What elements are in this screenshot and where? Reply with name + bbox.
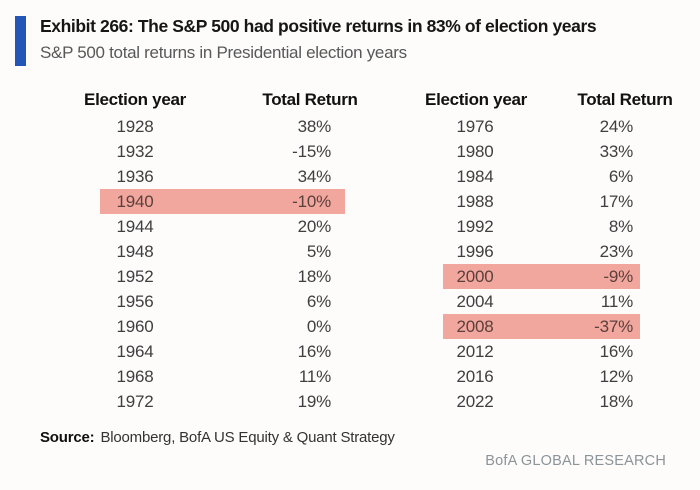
accent-bar: [15, 16, 26, 66]
table-row: 1952 18%: [100, 264, 345, 289]
election-year-cell: 2016: [456, 367, 494, 386]
table-row: 2016 12%: [443, 364, 640, 389]
right-total-return-header: Total Return: [577, 90, 673, 109]
left-table-rows: 1928 38% 1932 -15% 1936 34% 1940 -10% 1944 20% 194…: [100, 114, 345, 414]
table-row: 2012 16%: [443, 339, 640, 364]
table-row: 1988 17%: [443, 189, 640, 214]
total-return-cell: 8%: [608, 217, 633, 236]
table-row: 1980 33%: [443, 139, 640, 164]
source-text: Bloomberg, BofA US Equity & Quant Strate…: [100, 429, 395, 446]
table-row: 1932 -15%: [100, 139, 345, 164]
total-return-cell: -10%: [292, 192, 331, 211]
table-row: 1968 11%: [100, 364, 345, 389]
table-row: 1960 0%: [100, 314, 345, 339]
election-year-cell: 1964: [116, 342, 154, 361]
election-year-cell: 1928: [116, 117, 154, 136]
table-row: 1992 8%: [443, 214, 640, 239]
total-return-cell: 33%: [599, 142, 634, 161]
table-row: 1928 38%: [100, 114, 345, 139]
election-year-cell: 1988: [456, 192, 494, 211]
source-line: Source: Bloomberg, BofA US Equity & Quant…: [40, 429, 395, 446]
table-row: 1944 20%: [100, 214, 345, 239]
total-return-cell: 12%: [599, 367, 634, 386]
left-election-year-header: Election year: [84, 90, 186, 109]
table-row: 1940 -10%: [100, 189, 345, 214]
total-return-cell: -15%: [292, 142, 331, 161]
election-year-cell: 1952: [116, 267, 154, 286]
election-year-cell: 1984: [456, 167, 494, 186]
table-row: 1936 34%: [100, 164, 345, 189]
table-row: 1964 16%: [100, 339, 345, 364]
election-year-cell: 2004: [456, 292, 494, 311]
total-return-cell: 34%: [297, 167, 332, 186]
table-row: 1956 6%: [100, 289, 345, 314]
total-return-cell: -9%: [603, 267, 633, 286]
table-row: 2022 18%: [443, 389, 640, 414]
election-year-cell: 2008: [456, 317, 494, 336]
total-return-cell: 6%: [608, 167, 633, 186]
total-return-cell: 5%: [306, 242, 331, 261]
table-row: 1972 19%: [100, 389, 345, 414]
bofa-global-research-branding: BofA GLOBAL RESEARCH: [485, 453, 666, 469]
election-year-cell: 2022: [456, 392, 494, 411]
election-year-cell: 2012: [456, 342, 494, 361]
table-row: 2000 -9%: [443, 264, 640, 289]
election-year-cell: 1940: [116, 192, 154, 211]
right-table-rows: 1976 24% 1980 33% 1984 6% 1988 17% 1992 8% 1996 23%…: [443, 114, 640, 414]
total-return-cell: 0%: [306, 317, 331, 336]
table-row: 2004 11%: [443, 289, 640, 314]
election-year-cell: 1980: [456, 142, 494, 161]
total-return-cell: 17%: [599, 192, 634, 211]
election-year-cell: 1976: [456, 117, 494, 136]
total-return-cell: 38%: [297, 117, 332, 136]
total-return-cell: 18%: [599, 392, 634, 411]
election-year-cell: 1972: [116, 392, 154, 411]
total-return-cell: 11%: [600, 292, 633, 311]
exhibit-title: Exhibit 266: The S&P 500 had positive re…: [40, 16, 597, 36]
table-row: 1996 23%: [443, 239, 640, 264]
total-return-cell: 20%: [297, 217, 332, 236]
total-return-cell: 16%: [297, 342, 332, 361]
total-return-cell: -37%: [594, 317, 633, 336]
election-year-cell: 1968: [116, 367, 154, 386]
election-year-cell: 1948: [116, 242, 154, 261]
total-return-cell: 24%: [599, 117, 634, 136]
total-return-cell: 23%: [599, 242, 634, 261]
election-year-cell: 1932: [116, 142, 154, 161]
total-return-cell: 18%: [297, 267, 332, 286]
total-return-cell: 16%: [599, 342, 634, 361]
election-year-cell: 1996: [456, 242, 494, 261]
election-year-cell: 2000: [456, 267, 494, 286]
election-year-cell: 1960: [116, 317, 154, 336]
table-row: 1976 24%: [443, 114, 640, 139]
election-year-cell: 1944: [116, 217, 154, 236]
right-election-year-header: Election year: [425, 90, 527, 109]
table-row: 2008 -37%: [443, 314, 640, 339]
total-return-cell: 19%: [297, 392, 332, 411]
total-return-cell: 6%: [306, 292, 331, 311]
table-row: 1948 5%: [100, 239, 345, 264]
election-year-cell: 1956: [116, 292, 154, 311]
election-year-cell: 1992: [456, 217, 494, 236]
election-year-cell: 1936: [116, 167, 154, 186]
total-return-cell: 11%: [298, 367, 331, 386]
exhibit-subtitle: S&P 500 total returns in Presidential el…: [40, 43, 407, 62]
table-row: 1984 6%: [443, 164, 640, 189]
left-total-return-header: Total Return: [262, 90, 358, 109]
source-label: Source:: [40, 429, 95, 446]
